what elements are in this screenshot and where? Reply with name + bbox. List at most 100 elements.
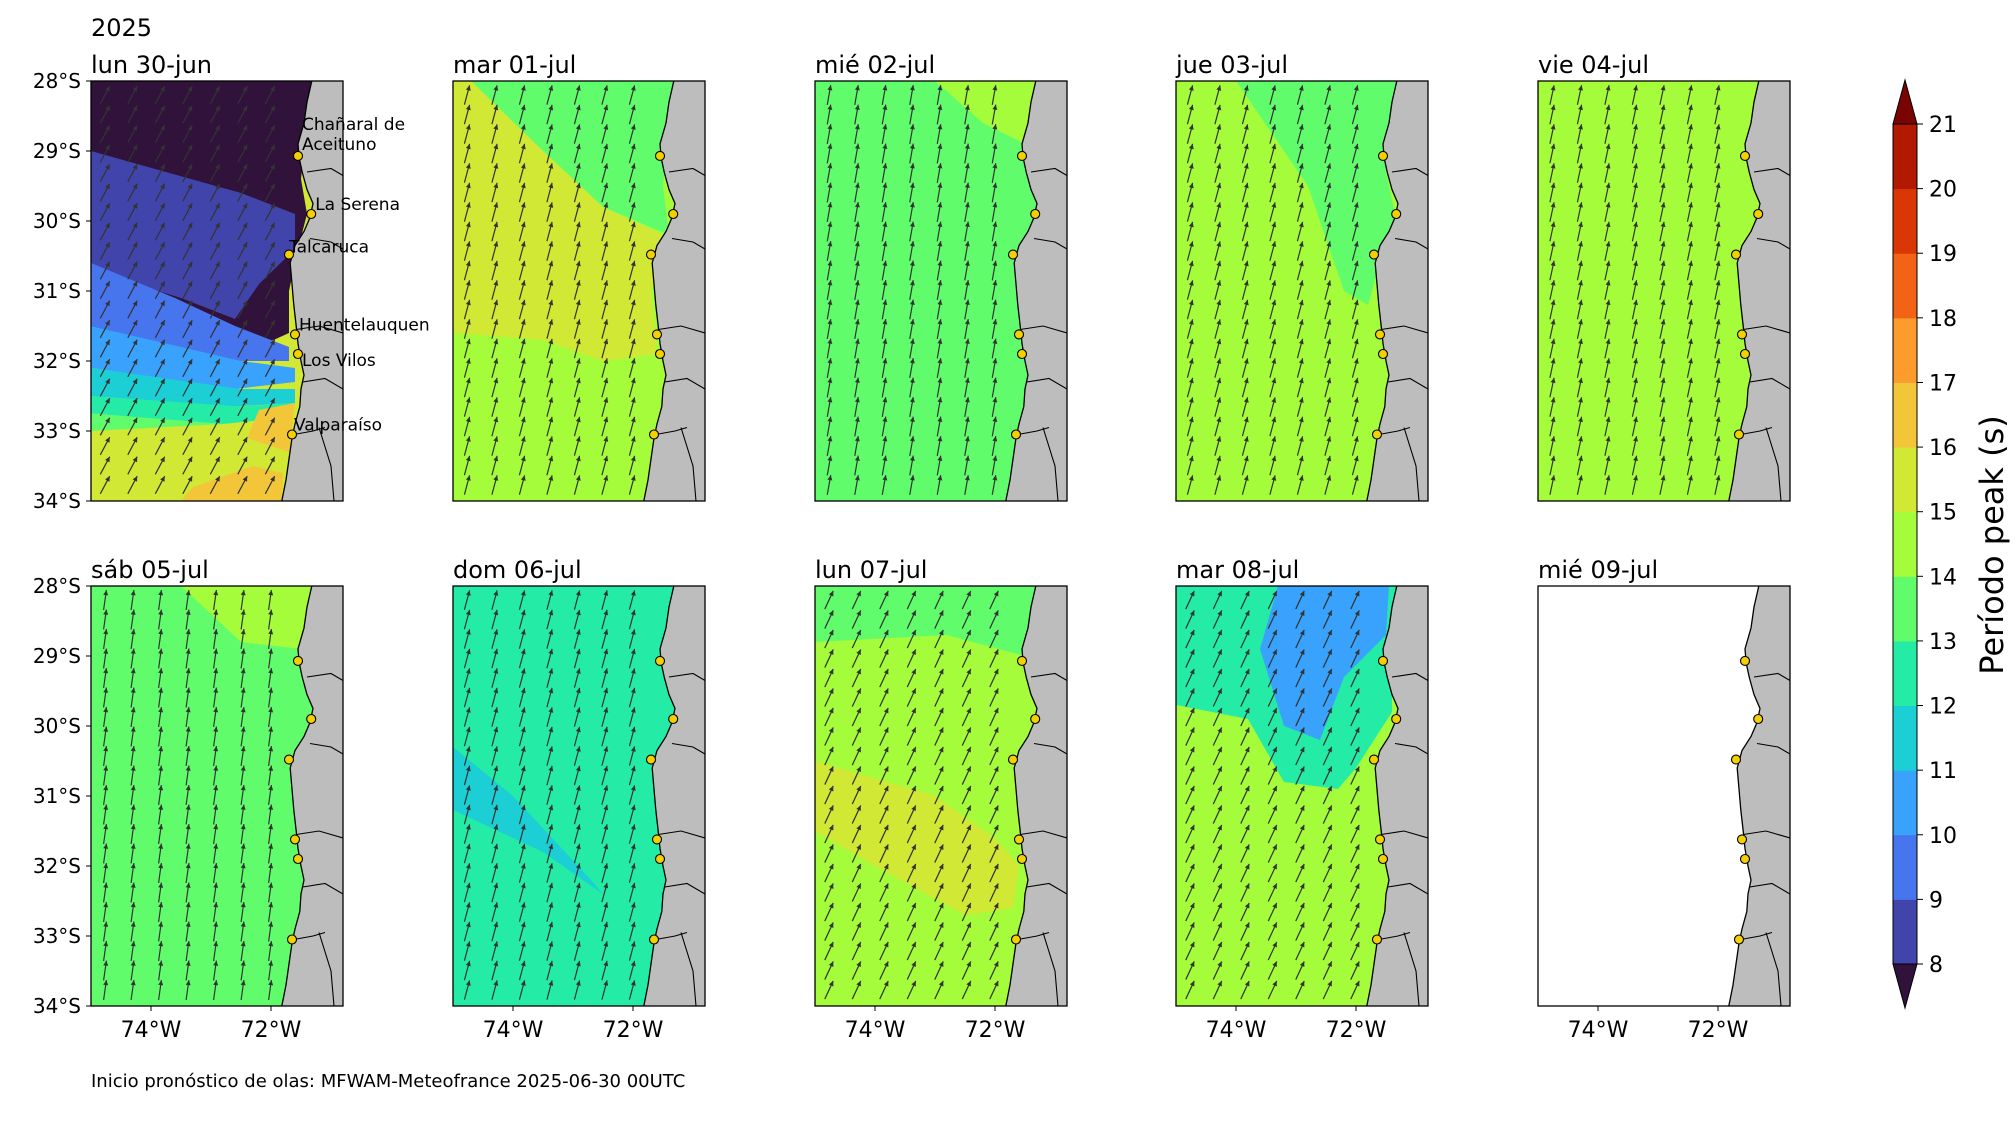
direction-arrows [463, 85, 636, 495]
station-marker [1007, 754, 1019, 765]
direction-arrows [1549, 85, 1721, 495]
region-border [1391, 167, 1428, 176]
period-contour [247, 403, 295, 452]
station-marker [651, 834, 663, 845]
colorbar-tick-label: 13 [1929, 630, 1957, 655]
colorbar-tick-label: 14 [1929, 565, 1957, 590]
direction-arrows [1185, 590, 1360, 1000]
direction-arrows [463, 590, 636, 1000]
station-marker [645, 754, 657, 765]
station-marker [1016, 150, 1028, 161]
colorbar-segment [1893, 576, 1917, 642]
region-border [309, 237, 343, 250]
region-border [318, 932, 335, 1006]
period-contour [91, 151, 295, 319]
station-marker [1374, 834, 1386, 845]
colorbar-label: Período peak (s) [1973, 415, 2011, 674]
region-border [671, 742, 705, 755]
colorbar-segment [1893, 770, 1917, 836]
station-marker [668, 208, 679, 220]
region-border [1387, 377, 1428, 390]
map-panel: mié 09-jul 74°W 72°W [1537, 556, 1791, 1043]
region-border [1020, 325, 1067, 334]
lon-tick-label: 72°W [1326, 1018, 1387, 1043]
direction-arrows [824, 590, 999, 1000]
map-panel: mar 08-jul 74°W 72°W [1175, 556, 1429, 1043]
region-border [1030, 672, 1067, 681]
colorbar-tick-label: 15 [1929, 501, 1957, 526]
region-border [1743, 830, 1790, 839]
panel-frame [1175, 80, 1429, 502]
region-border [1765, 427, 1782, 501]
station-marker [289, 329, 301, 340]
panel-frame [452, 80, 706, 502]
colorbar-tick-label: 20 [1929, 178, 1957, 203]
panel-title: sáb 05-jul [91, 556, 209, 584]
period-contour [91, 263, 289, 361]
station-marker [292, 348, 304, 360]
period-contour [1260, 586, 1389, 740]
land-mass [1366, 586, 1428, 1006]
station-marker [306, 713, 317, 725]
land-mass [281, 586, 343, 1006]
period-contour [815, 586, 1036, 656]
direction-arrows [826, 85, 998, 495]
direction-arrows [99, 85, 276, 495]
station-marker [1730, 754, 1742, 765]
region-border [680, 932, 697, 1006]
station-marker [292, 853, 304, 865]
station-marker [283, 249, 295, 260]
lon-tick-label: 74°W [483, 1018, 544, 1043]
region-border [658, 830, 705, 839]
region-border [1740, 931, 1773, 941]
lon-tick-label: 74°W [1568, 1018, 1629, 1043]
panel-title: dom 06-jul [453, 556, 582, 584]
land-mass [1005, 586, 1067, 1006]
land-mass [1728, 586, 1790, 1006]
region-border [1753, 167, 1790, 176]
region-border [309, 742, 343, 755]
period-contour [471, 81, 674, 235]
region-border [1033, 237, 1067, 250]
station-marker [1010, 934, 1022, 945]
period-contour [815, 761, 1019, 915]
station-label: Los Vilos [302, 351, 376, 371]
station-label: Chañaral de [302, 115, 405, 135]
colorbar-segment [1893, 382, 1917, 448]
colorbar-extend-min [1892, 963, 1918, 1010]
panel-frame [452, 585, 706, 1007]
region-border [668, 672, 705, 681]
station-marker [1030, 208, 1041, 220]
station-marker [654, 853, 666, 865]
region-border [296, 830, 343, 839]
station-marker [1030, 713, 1041, 725]
station-marker [286, 934, 298, 945]
station-marker [1377, 655, 1389, 666]
map-panel: mar 01-jul [452, 51, 706, 502]
station-marker [1733, 934, 1745, 945]
station-marker [1739, 348, 1751, 360]
station-marker [1377, 348, 1389, 360]
region-border [1394, 742, 1428, 755]
region-border [1381, 325, 1428, 334]
colorbar-tick-label: 12 [1929, 695, 1957, 720]
region-border [1756, 742, 1790, 755]
station-marker [651, 329, 663, 340]
region-border [1756, 237, 1790, 250]
land-mass [1005, 81, 1067, 501]
region-border [671, 237, 705, 250]
region-border [1749, 377, 1790, 390]
lat-tick-label: 29°S [33, 139, 81, 163]
colorbar-segment [1893, 188, 1917, 254]
region-border [1753, 672, 1790, 681]
map-panel: sáb 05-jul 28°S 29°S 30°S 31°S 32°S 33°S 34°S 74… [33, 556, 344, 1043]
lon-tick-label: 72°W [1688, 1018, 1749, 1043]
direction-arrows [1186, 85, 1359, 495]
station-marker [1739, 853, 1751, 865]
region-border [1042, 932, 1059, 1006]
panel-title: mar 01-jul [453, 51, 576, 79]
panel-frame [1175, 585, 1429, 1007]
land-mass [643, 586, 705, 1006]
colorbar-segment [1893, 124, 1917, 190]
colorbar-segment [1893, 447, 1917, 513]
